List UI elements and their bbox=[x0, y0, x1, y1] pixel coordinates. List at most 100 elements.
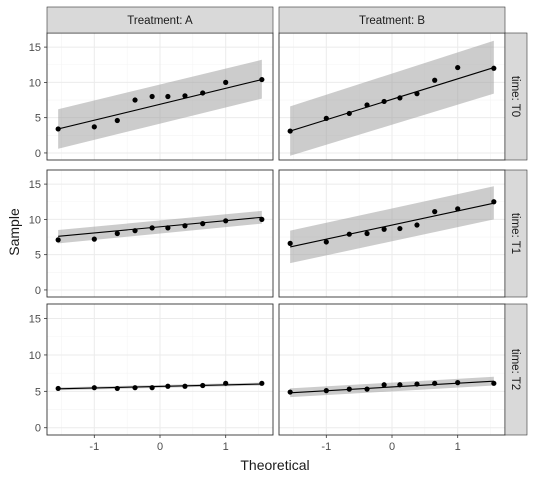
column-strip bbox=[46, 6, 274, 34]
data-point bbox=[287, 128, 293, 134]
data-point bbox=[132, 97, 138, 103]
data-point bbox=[200, 90, 206, 96]
y-tick-label: 15 bbox=[29, 42, 41, 54]
row-strip-label: time: T0 bbox=[509, 76, 521, 117]
x-tick-label: -1 bbox=[321, 441, 331, 453]
y-tick-label: 10 bbox=[29, 77, 41, 89]
y-tick-label: 15 bbox=[29, 179, 41, 191]
y-tick-label: 5 bbox=[35, 386, 41, 398]
y-tick-label: 5 bbox=[35, 113, 41, 125]
data-point bbox=[55, 237, 61, 243]
x-axis-title: Theoretical bbox=[240, 457, 309, 473]
data-point bbox=[364, 230, 370, 237]
panel-a-t1 bbox=[46, 169, 274, 298]
data-point bbox=[364, 102, 370, 108]
data-point bbox=[114, 117, 120, 124]
data-point bbox=[91, 124, 97, 130]
data-point bbox=[149, 385, 155, 391]
data-point bbox=[397, 95, 403, 101]
data-point bbox=[182, 223, 188, 229]
fit-line bbox=[290, 67, 494, 132]
y-axis-title: Sample bbox=[6, 208, 22, 256]
fit-line bbox=[58, 79, 262, 130]
row-strip bbox=[504, 303, 528, 436]
x-tick-label: 0 bbox=[389, 441, 395, 453]
panel-border bbox=[46, 169, 274, 298]
data-point bbox=[455, 64, 461, 71]
axes: 0 5 10 15 0 5 10 15 0 5 10 15 -1 0 1 -1 0 1 bbox=[29, 42, 461, 453]
data-point bbox=[323, 388, 329, 394]
data-point bbox=[165, 93, 171, 100]
y-tick-label: 0 bbox=[35, 148, 41, 160]
data-point bbox=[414, 222, 420, 228]
data-point bbox=[364, 386, 370, 392]
data-point bbox=[91, 236, 97, 242]
data-point bbox=[455, 380, 461, 386]
data-point bbox=[287, 240, 293, 246]
data-point bbox=[432, 209, 438, 215]
x-tick-label: 1 bbox=[223, 441, 229, 453]
data-point bbox=[259, 216, 265, 222]
y-tick-label: 15 bbox=[29, 314, 41, 326]
data-point bbox=[182, 93, 188, 99]
panel-b-t2 bbox=[278, 303, 506, 436]
data-point bbox=[223, 218, 229, 224]
column-strip-label: Treatment: B bbox=[359, 15, 425, 27]
data-point bbox=[91, 385, 97, 391]
data-point bbox=[397, 382, 403, 388]
data-point bbox=[149, 93, 155, 100]
row-strip-label: time: T2 bbox=[509, 349, 521, 390]
data-point bbox=[165, 383, 171, 389]
data-point bbox=[200, 221, 206, 227]
data-point bbox=[55, 385, 61, 392]
panel-b-t1 bbox=[278, 169, 506, 298]
data-point bbox=[223, 79, 229, 85]
row-strip bbox=[504, 32, 528, 161]
data-point bbox=[323, 239, 329, 245]
data-point bbox=[381, 382, 387, 388]
data-point bbox=[114, 230, 120, 237]
data-point bbox=[491, 380, 497, 386]
data-point bbox=[132, 385, 138, 391]
data-point bbox=[200, 382, 206, 389]
y-tick-label: 0 bbox=[35, 285, 41, 297]
x-tick-label: 0 bbox=[157, 441, 163, 453]
panel-a-t2 bbox=[46, 303, 274, 436]
data-point bbox=[414, 381, 420, 387]
data-point bbox=[381, 226, 387, 232]
data-point bbox=[381, 98, 387, 105]
x-tick-label: -1 bbox=[89, 441, 99, 453]
data-point bbox=[491, 65, 497, 71]
data-point bbox=[491, 199, 497, 205]
y-tick-label: 10 bbox=[29, 214, 41, 226]
data-point bbox=[414, 91, 420, 97]
data-point bbox=[346, 231, 352, 237]
panel-a-t0 bbox=[46, 32, 274, 161]
facet-strips: Treatment: A Treatment: B time: T0 time: T1… bbox=[46, 6, 528, 436]
data-point bbox=[455, 206, 461, 212]
data-point bbox=[287, 389, 293, 395]
data-point bbox=[149, 225, 155, 231]
data-point bbox=[397, 225, 403, 232]
y-tick-label: 10 bbox=[29, 350, 41, 362]
y-tick-label: 0 bbox=[35, 423, 41, 435]
fit-line bbox=[290, 202, 494, 248]
data-point bbox=[132, 228, 138, 234]
y-tick-label: 5 bbox=[35, 250, 41, 262]
data-point bbox=[114, 385, 120, 392]
data-point bbox=[55, 126, 61, 132]
x-tick-label: 1 bbox=[455, 441, 461, 453]
row-strip bbox=[504, 169, 528, 298]
column-strip bbox=[278, 6, 506, 34]
data-point bbox=[432, 77, 438, 83]
facet-panels bbox=[46, 32, 506, 436]
data-point bbox=[259, 380, 265, 386]
confidence-band bbox=[290, 40, 494, 156]
row-strip-label: time: T1 bbox=[509, 213, 521, 254]
data-point bbox=[346, 110, 352, 117]
data-point bbox=[432, 380, 438, 386]
data-point bbox=[259, 76, 265, 83]
data-point bbox=[165, 225, 171, 231]
column-strip-label: Treatment: A bbox=[127, 15, 193, 27]
